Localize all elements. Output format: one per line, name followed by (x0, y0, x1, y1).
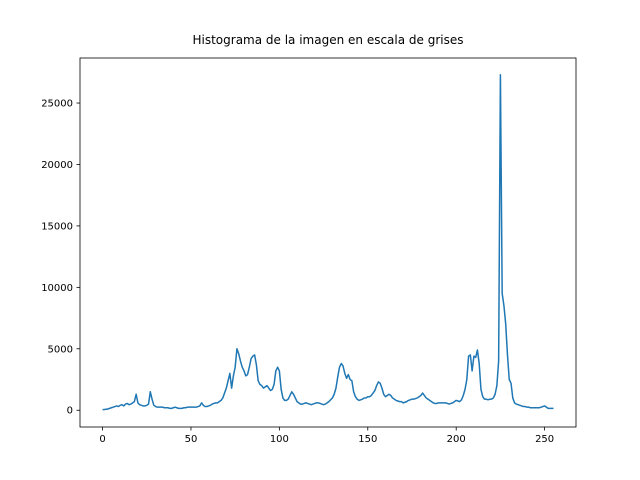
x-tick-label: 150 (358, 434, 377, 445)
y-tick-label: 15000 (41, 221, 73, 232)
line (102, 74, 554, 411)
x-tick-label: 0 (99, 434, 105, 445)
y-tick-label: 0 (67, 406, 73, 417)
y-tick-label: 25000 (41, 99, 73, 110)
y-tick-label: 10000 (41, 283, 73, 294)
x-tick-label: 250 (535, 434, 554, 445)
chart-title: Histograma de la imagen en escala de gri… (192, 33, 463, 47)
y-tick-label: 5000 (48, 344, 73, 355)
x-tick-label: 200 (447, 434, 466, 445)
x-tick-label: 100 (270, 434, 289, 445)
y-tick-label: 20000 (41, 160, 73, 171)
axes-frame (79, 57, 577, 428)
x-tick-label: 50 (185, 434, 198, 445)
